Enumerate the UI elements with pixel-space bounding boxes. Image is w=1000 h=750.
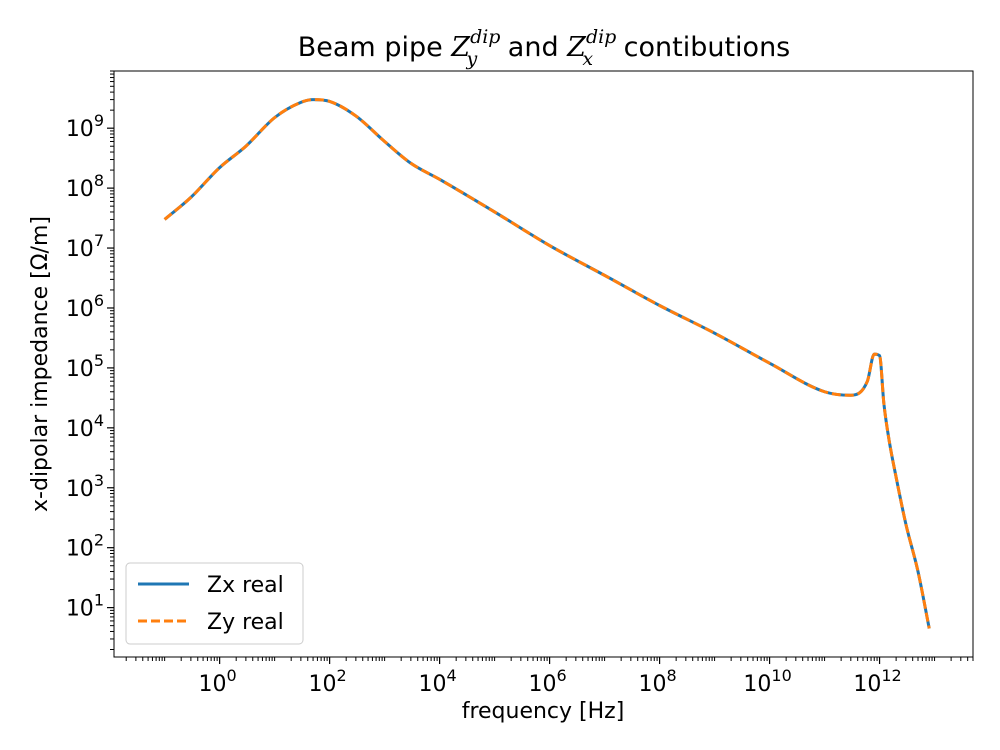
legend-label-zy: Zy real: [207, 610, 284, 635]
x-tick-label: 106: [529, 666, 567, 697]
axes-frame: [113, 70, 974, 658]
title-prefix: Beam pipe: [298, 32, 452, 63]
axis-ticks: 100 102 104 106 108 1010 1012 101 102 103 104 105 10…: [66, 70, 974, 697]
title-middle: and: [499, 32, 567, 63]
plot-area: [163, 98, 931, 629]
series-line-zx-real: [163, 98, 931, 629]
x-tick-label: 108: [638, 666, 676, 697]
y-tick-label: 109: [66, 111, 104, 142]
y-tick-label: 102: [66, 531, 104, 562]
y-tick-label: 104: [66, 411, 104, 442]
y-tick-label: 103: [66, 471, 104, 502]
y-tick-label: 106: [66, 291, 104, 322]
title-term1-sub: y: [465, 48, 477, 70]
x-tick-label: 100: [199, 666, 237, 697]
y-axis-label: x-dipolar impedance [Ω/m]: [28, 216, 53, 512]
legend: Zx real Zy real: [125, 562, 304, 645]
title-term2-sub: x: [582, 48, 593, 70]
x-tick-label: 1010: [743, 666, 791, 697]
y-tick-label: 101: [66, 591, 104, 622]
title-term1-base: Z: [450, 32, 471, 63]
x-tick-label: 104: [419, 666, 457, 697]
y-tick-label: 108: [66, 171, 104, 202]
chart-title: Beam pipe Zdip y and Zdip x contibutions: [298, 26, 791, 70]
x-tick-label: 1012: [853, 666, 901, 697]
title-term1-sup: dip: [470, 26, 500, 48]
x-axis-label: frequency [Hz]: [462, 699, 625, 724]
x-tick-label: 102: [309, 666, 347, 697]
y-tick-label: 105: [66, 351, 104, 382]
title-term2-base: Z: [566, 32, 587, 63]
series-line-zy-real: [163, 98, 931, 629]
legend-label-zx: Zx real: [207, 573, 284, 598]
title-term2-sup: dip: [586, 26, 616, 48]
title-suffix: contibutions: [615, 32, 790, 63]
y-tick-label: 107: [66, 231, 104, 262]
